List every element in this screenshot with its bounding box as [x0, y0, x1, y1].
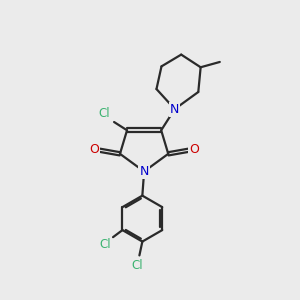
Text: N: N — [170, 103, 179, 116]
Text: Cl: Cl — [98, 107, 110, 120]
Text: O: O — [89, 143, 99, 156]
Text: Cl: Cl — [131, 259, 143, 272]
Text: N: N — [140, 165, 149, 178]
Text: Cl: Cl — [99, 238, 111, 251]
Text: O: O — [189, 143, 199, 156]
